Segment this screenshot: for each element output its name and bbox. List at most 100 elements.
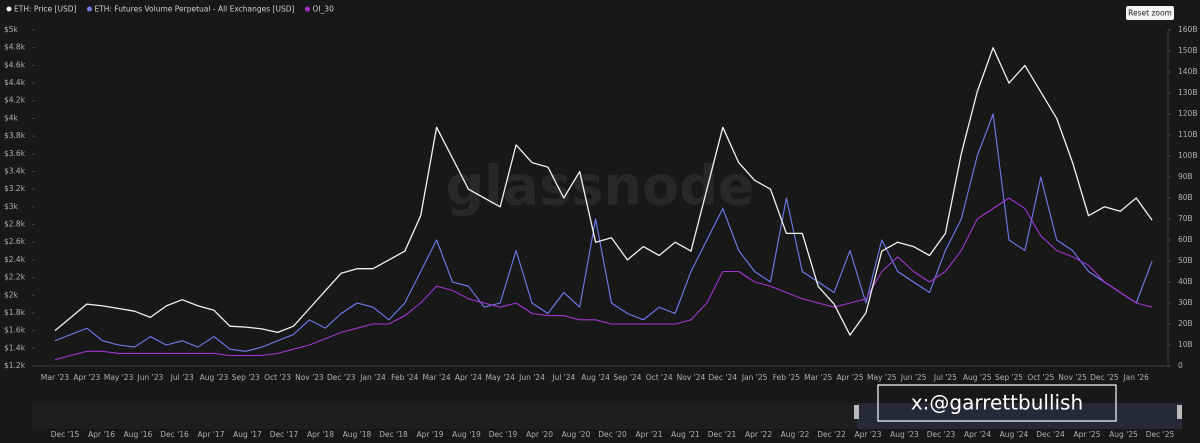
y-tick-label: $4.8k [4, 43, 26, 52]
legend-label: ETH: Futures Volume Perpetual - All Exch… [94, 5, 294, 14]
overlay-text: x:@garrettbullish [911, 391, 1083, 415]
x-tick-label: Nov '23 [295, 373, 324, 382]
x-tick-label: Sep '24 [613, 373, 641, 382]
reset-button-label[interactable]: Reset zoom [1128, 9, 1172, 18]
reset-button-box[interactable] [1126, 6, 1174, 20]
navigator-label: Dec '17 [270, 430, 299, 439]
y-tick-label: $3.8k [4, 131, 26, 140]
series-line [54, 47, 1153, 336]
x-tick-label: Nov '24 [677, 373, 706, 382]
x-tick-label: Sep '25 [995, 373, 1023, 382]
x-tick-label: May '24 [485, 373, 515, 382]
y-tick-label: $5k [4, 25, 19, 34]
y2-tick-label: 0 [1178, 361, 1183, 370]
navigator-label: Apr '19 [417, 430, 444, 439]
y-tick-label: $1.4k [4, 343, 26, 352]
navigator-label: Aug '24 [1000, 430, 1029, 439]
navigator-label: Apr '21 [636, 430, 663, 439]
x-tick-label: Aug '24 [581, 373, 610, 382]
y-tick-label: $4.2k [4, 96, 26, 105]
navigator-handle[interactable] [854, 405, 859, 419]
navigator-label: Apr '25 [1074, 430, 1101, 439]
overlay-box [877, 384, 1117, 422]
navigator-label: Aug '17 [233, 430, 262, 439]
x-tick-label: Dec '24 [709, 373, 738, 382]
navigator-band [32, 403, 1182, 429]
y-tick-label: $3.4k [4, 166, 26, 175]
x-tick-label: Apr '25 [837, 373, 864, 382]
y-tick-label: $1.6k [4, 326, 26, 335]
y-tick-label: $4k [4, 113, 19, 122]
y2-tick-label: 140B [1178, 67, 1197, 76]
navigator-selection[interactable] [857, 403, 1182, 429]
y2-tick-label: 20B [1178, 319, 1193, 328]
navigator-label: Apr '20 [526, 430, 553, 439]
navigator-label: Aug '25 [1109, 430, 1138, 439]
navigator-label: Dec '18 [379, 430, 408, 439]
y-tick-label: $4.4k [4, 78, 26, 87]
x-tick-label: Sep '23 [232, 373, 260, 382]
x-tick-label: Feb '24 [391, 373, 418, 382]
y2-tick-label: 70B [1178, 214, 1193, 223]
navigator-label: Apr '22 [745, 430, 772, 439]
x-tick-label: Mar '25 [804, 373, 832, 382]
navigator-label: Aug '21 [671, 430, 700, 439]
reset-button[interactable]: Reset zoom [1126, 6, 1174, 20]
x-tick-label: Oct '23 [264, 373, 291, 382]
y-tick-label: $1.2k [4, 361, 26, 370]
navigator-label: Dec '21 [708, 430, 737, 439]
x-tick-label: Dec '25 [1090, 373, 1119, 382]
y2-tick-label: 80B [1178, 193, 1193, 202]
y-tick-label: $1.8k [4, 308, 26, 317]
y2-tick-label: 90B [1178, 172, 1193, 181]
x-tick-label: Jul '24 [551, 373, 575, 382]
x-tick-label: May '23 [104, 373, 134, 382]
y-tick-label: $4.6k [4, 60, 26, 69]
x-tick-label: Oct '24 [646, 373, 673, 382]
x-tick-label: Jul '23 [170, 373, 194, 382]
y-tick-label: $3k [4, 202, 19, 211]
series-line [54, 113, 1153, 352]
x-tick-label: Apr '23 [73, 373, 100, 382]
navigator-label: Aug '20 [562, 430, 591, 439]
x-tick-label: Jul '25 [933, 373, 957, 382]
y2-tick-label: 130B [1178, 88, 1197, 97]
legend-marker [304, 6, 310, 12]
navigator-label: Aug '18 [343, 430, 372, 439]
navigator-label: Aug '23 [890, 430, 919, 439]
x-tick-label: Mar '24 [423, 373, 451, 382]
x-tick-label: Dec '23 [327, 373, 356, 382]
legend-label: OI_30 [312, 5, 334, 14]
y-tick-label: $2.2k [4, 273, 26, 282]
y-tick-label: $3.2k [4, 184, 26, 193]
legend-marker [6, 6, 12, 12]
navigator-label: Aug '19 [452, 430, 481, 439]
legend-marker [86, 6, 92, 12]
navigator-label: Apr '17 [198, 430, 225, 439]
navigator-label: Dec '22 [817, 430, 846, 439]
y2-tick-label: 10B [1178, 340, 1193, 349]
x-tick-label: Jan '25 [741, 373, 768, 382]
navigator-label: Aug '22 [781, 430, 810, 439]
y-tick-label: $2.4k [4, 255, 26, 264]
navigator-label: Dec '16 [160, 430, 189, 439]
series-line [54, 197, 1153, 361]
navigator-label: Apr '23 [855, 430, 882, 439]
navigator-handle[interactable] [1177, 405, 1182, 419]
navigator-label: Aug '16 [124, 430, 153, 439]
y2-tick-label: 160B [1178, 25, 1197, 34]
x-tick-label: Jun '24 [518, 373, 545, 382]
navigator-label: Dec '20 [598, 430, 627, 439]
y2-tick-label: 150B [1178, 46, 1197, 55]
navigator-label: Apr '16 [88, 430, 115, 439]
y-tick-label: $2.6k [4, 237, 26, 246]
y2-tick-label: 50B [1178, 256, 1193, 265]
y2-tick-label: 30B [1178, 298, 1193, 307]
x-tick-label: Aug '25 [963, 373, 992, 382]
navigator-label: Dec '25 [1146, 430, 1175, 439]
x-tick-label: Jun '23 [137, 373, 164, 382]
x-tick-label: Jun '25 [900, 373, 927, 382]
navigator-label: Apr '18 [307, 430, 334, 439]
